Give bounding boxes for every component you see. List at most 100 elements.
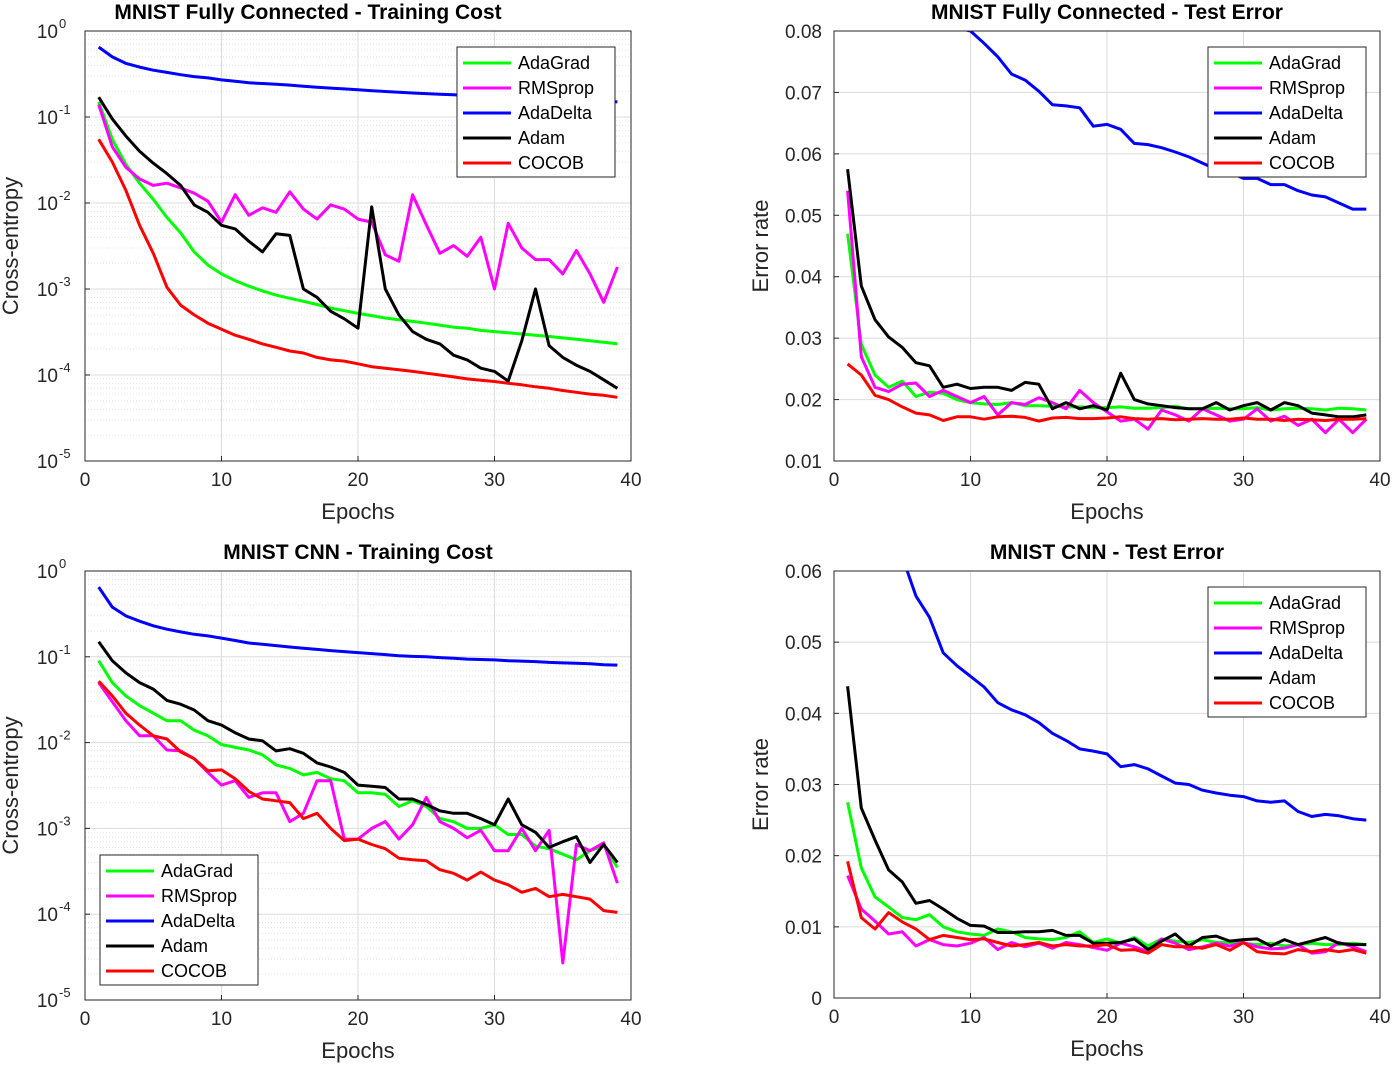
x-tick-label: 40 (620, 470, 641, 491)
x-axis-label: Epochs (321, 1038, 394, 1063)
legend-label: AdaDelta (518, 103, 593, 123)
legend-label: AdaGrad (161, 861, 233, 881)
legend-label: AdaDelta (161, 911, 236, 931)
legend: AdaGrad RMSprop AdaDelta Adam COCOB (456, 46, 616, 178)
x-axis-label: Epochs (1070, 1036, 1143, 1061)
y-tick-label: 0.02 (785, 391, 822, 412)
legend-label: AdaGrad (518, 53, 590, 73)
y-tick-exponent: -2 (59, 188, 71, 203)
legend-label: COCOB (1269, 693, 1335, 713)
y-tick-exponent: 0 (59, 16, 66, 31)
y-tick-exponent: -4 (59, 360, 71, 375)
series-line-cocob (846, 362, 1367, 423)
y-tick-label: 10 (37, 819, 58, 840)
x-tick-label: 0 (80, 470, 91, 491)
legend: AdaGrad RMSprop AdaDelta Adam COCOB (99, 854, 259, 986)
x-tick-label: 20 (1096, 470, 1117, 491)
y-tick-label: 10 (37, 194, 58, 215)
series-group (97, 45, 619, 399)
y-tick-exponent: -5 (59, 446, 71, 461)
x-tick-label: 40 (1369, 1007, 1390, 1028)
legend-label: COCOB (161, 961, 227, 981)
chart-title: MNIST CNN - Test Error (990, 541, 1224, 564)
legend: AdaGrad RMSprop AdaDelta Adam COCOB (1207, 586, 1367, 718)
legend-label: RMSprop (1269, 618, 1345, 638)
y-tick-label: 10 (37, 452, 58, 473)
series-group (97, 586, 619, 965)
legend-label: COCOB (518, 153, 584, 173)
legend-label: AdaGrad (1269, 53, 1341, 73)
y-tick-label: 0.05 (785, 206, 822, 227)
legend-label: Adam (1269, 128, 1316, 148)
y-tick-exponent: -5 (59, 985, 71, 1000)
axes-box (833, 570, 1381, 999)
series-line-cocob (97, 138, 618, 399)
y-axis-label: Error rate (748, 738, 773, 831)
y-tick-label: 10 (37, 108, 58, 129)
legend: AdaGrad RMSprop AdaDelta Adam COCOB (1207, 46, 1367, 178)
series-line-cocob (846, 861, 1367, 956)
x-tick-label: 10 (960, 470, 981, 491)
chart-panel-4: 0 10 20 30 40 0 0.01 0.02 0.03 0.04 0.05 0.06 MNIST … (748, 541, 1391, 1061)
series-line-adadelta (963, 31, 1367, 211)
axes-box (84, 30, 632, 462)
x-tick-label: 30 (1233, 1007, 1254, 1028)
y-tick-label: 10 (37, 734, 58, 755)
y-tick-label: 10 (37, 280, 58, 301)
y-tick-label: 0.01 (785, 452, 822, 473)
y-tick-exponent: -1 (59, 642, 71, 657)
y-tick-exponent: 0 (59, 556, 66, 571)
legend-label: Adam (161, 936, 208, 956)
axes-box (833, 30, 1381, 462)
y-tick-label: 0 (811, 989, 822, 1010)
y-tick-exponent: -3 (59, 813, 71, 828)
legend-label: AdaGrad (1269, 593, 1341, 613)
legend-label: COCOB (1269, 153, 1335, 173)
y-tick-label: 0.06 (785, 562, 822, 583)
y-axis-label: Cross-entropy (0, 716, 23, 854)
chart-title: MNIST Fully Connected - Training Cost (114, 1, 501, 24)
y-tick-label: 0.08 (785, 22, 822, 43)
x-tick-label: 20 (347, 470, 368, 491)
y-tick-label: 0.07 (785, 83, 822, 104)
x-tick-label: 0 (829, 470, 840, 491)
y-tick-label: 10 (37, 991, 58, 1012)
axes-box (84, 570, 632, 1001)
series-group (846, 571, 1367, 956)
series-line-adagrad (846, 801, 1367, 948)
x-tick-label: 20 (347, 1009, 368, 1030)
y-tick-exponent: -1 (59, 102, 71, 117)
y-tick-label: 10 (37, 562, 58, 583)
y-tick-label: 10 (37, 22, 58, 43)
series-line-adam (97, 640, 619, 864)
y-tick-label: 10 (37, 366, 58, 387)
y-tick-label: 0.05 (785, 633, 822, 654)
x-tick-label: 10 (211, 470, 232, 491)
series-line-adagrad (97, 101, 618, 346)
y-tick-label: 0.04 (785, 704, 822, 725)
y-tick-label: 0.03 (785, 776, 822, 797)
series-line-cocob (97, 680, 618, 914)
y-tick-label: 0.04 (785, 268, 822, 289)
y-tick-exponent: -2 (59, 728, 71, 743)
series-line-rmsprop (846, 190, 1368, 435)
x-axis-label: Epochs (1070, 499, 1143, 524)
x-tick-label: 0 (829, 1007, 840, 1028)
series-line-adadelta (905, 571, 1367, 822)
chart-title: MNIST CNN - Training Cost (223, 541, 493, 564)
y-tick-label: 10 (37, 648, 58, 669)
chart-title: MNIST Fully Connected - Test Error (931, 1, 1283, 24)
y-axis-label: Error rate (748, 200, 773, 293)
y-tick-label: 0.01 (785, 918, 822, 939)
x-tick-label: 10 (211, 1009, 232, 1030)
x-tick-label: 30 (484, 1009, 505, 1030)
x-tick-label: 40 (1369, 470, 1390, 491)
x-tick-label: 40 (620, 1009, 641, 1030)
legend-label: Adam (518, 128, 565, 148)
legend-label: AdaDelta (1269, 643, 1344, 663)
y-tick-label: 10 (37, 905, 58, 926)
x-tick-label: 0 (80, 1009, 91, 1030)
series-line-adam (97, 96, 619, 390)
